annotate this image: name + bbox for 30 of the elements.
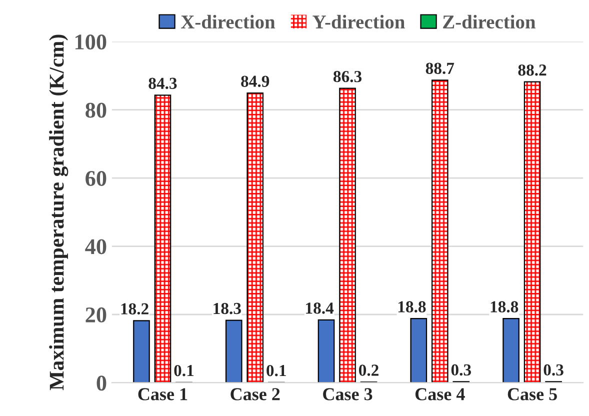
data-label: 84.3 [148, 78, 177, 90]
data-label: 18.8 [490, 301, 518, 312]
data-label: 0.2 [358, 364, 378, 376]
data-label: 0.3 [544, 364, 564, 376]
data-label: 88.7 [426, 62, 454, 74]
data-label: 18.2 [121, 303, 148, 315]
y-tick-label: 40 [85, 239, 106, 254]
data-label: 18.4 [306, 302, 334, 314]
legend-label: Z-direction [443, 14, 536, 29]
legend-label: X-direction [181, 14, 276, 29]
x-tick-label: Case 5 [508, 388, 557, 400]
data-label: 18.8 [398, 301, 426, 312]
x-tick-label: Case 3 [323, 388, 372, 400]
x-tick-label: Case 1 [138, 388, 188, 400]
data-label: 0.1 [174, 364, 194, 376]
y-tick-label: 20 [86, 307, 106, 322]
y-tick-label: 100 [75, 34, 106, 50]
data-label: 86.3 [333, 70, 362, 82]
legend-label: Y-direction [312, 14, 405, 29]
data-label: 84.9 [241, 76, 270, 88]
data-label: 0.1 [266, 364, 286, 376]
y-tick-label: 0 [96, 376, 106, 391]
y-tick-label: 60 [86, 170, 106, 186]
y-axis-title: Maximum temperature gradient (K/cm) [49, 34, 68, 390]
x-tick-label: Case 2 [230, 388, 280, 400]
x-tick-label: Case 4 [415, 388, 465, 400]
data-label: 0.3 [451, 364, 471, 376]
data-label: 88.2 [518, 64, 546, 76]
data-label: 18.3 [214, 302, 241, 314]
y-tick-label: 80 [86, 102, 106, 118]
